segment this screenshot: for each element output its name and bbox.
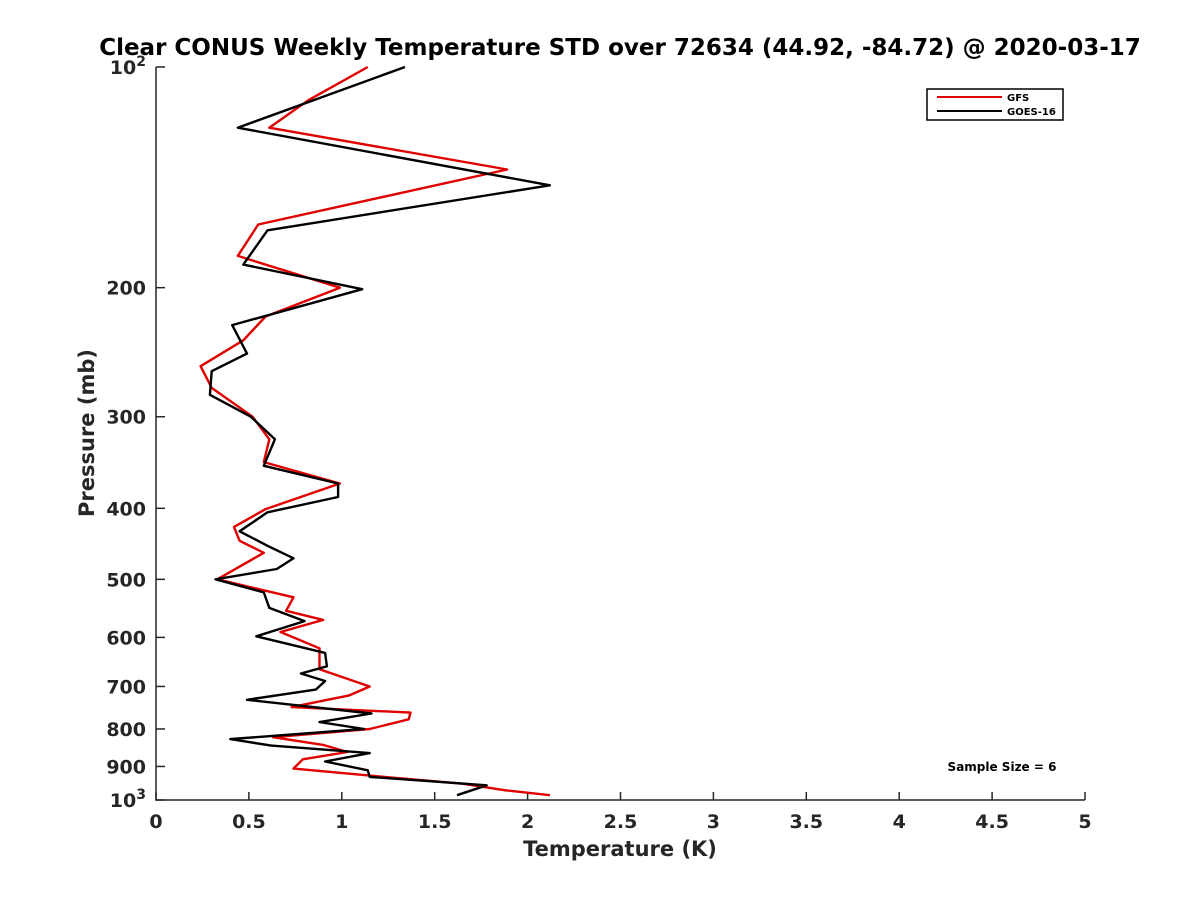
x-tick-label: 1 <box>335 811 348 833</box>
legend-box <box>926 88 1064 121</box>
x-tick-label: 0 <box>149 811 162 833</box>
x-tick-label: 4 <box>893 811 906 833</box>
x-axis-ticks: 0 0.5 1 1.5 2 2.5 3 3.5 4 4.5 5 <box>149 792 1092 833</box>
series-lines <box>199 65 552 797</box>
axes-frame <box>155 67 1085 801</box>
series-line-gfs <box>199 65 551 797</box>
y-axis-label: Pressure (mb) <box>75 349 99 517</box>
chart-title: Clear CONUS Weekly Temperature STD over … <box>99 35 1141 61</box>
legend-label-gfs: GFS <box>1007 93 1029 104</box>
y-tick-exponent: 3 <box>136 787 146 803</box>
sample-size-annotation: Sample Size = 6 <box>948 760 1057 774</box>
legend: GFS GOES-16 <box>926 88 1064 121</box>
y-tick-label: 900 <box>106 756 146 778</box>
x-tick-label: 4.5 <box>975 811 1009 833</box>
y-tick-label: 800 <box>106 719 146 741</box>
y-tick-base: 10 <box>110 790 136 812</box>
x-tick-label: 3 <box>707 811 720 833</box>
x-tick-label: 5 <box>1078 811 1091 833</box>
y-tick-label: 300 <box>106 407 146 429</box>
x-axis-label: Temperature (K) <box>523 837 717 861</box>
x-tick-label: 2.5 <box>604 811 638 833</box>
y-tick-label: 200 <box>106 278 146 300</box>
y-tick-exponent: 2 <box>136 54 146 70</box>
y-tick-label: 400 <box>106 498 146 520</box>
y-tick-base: 10 <box>110 57 136 79</box>
legend-label-goes16: GOES-16 <box>1007 107 1056 118</box>
x-tick-label: 0.5 <box>232 811 266 833</box>
series-line-goes16 <box>208 65 552 797</box>
x-tick-label: 3.5 <box>789 811 823 833</box>
y-tick-label: 700 <box>106 676 146 698</box>
y-tick-label-power: 102 <box>110 54 146 79</box>
x-tick-label: 2 <box>521 811 534 833</box>
y-tick-label-power: 103 <box>110 787 146 812</box>
x-tick-label: 1.5 <box>418 811 452 833</box>
y-tick-label: 600 <box>106 627 146 649</box>
plot-area: 0 0.5 1 1.5 2 2.5 3 3.5 4 4.5 5 102200300400500600… <box>106 54 1091 833</box>
y-tick-label: 500 <box>106 569 146 591</box>
